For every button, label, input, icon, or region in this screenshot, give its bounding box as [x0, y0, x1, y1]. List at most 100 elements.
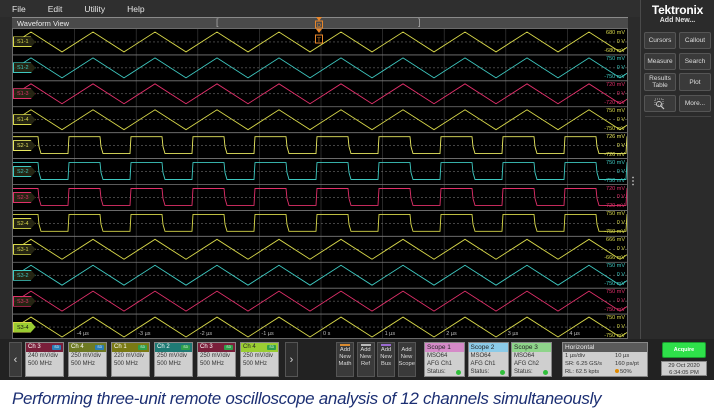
callout-button[interactable]: Callout: [679, 32, 711, 49]
bandwidth: 500 MHz: [200, 361, 225, 367]
channel-label-badge[interactable]: S2-1: [13, 140, 36, 152]
menu-bar: File Edit Utility Help: [0, 0, 640, 17]
vertical-scale-mid: 0 V: [616, 142, 625, 149]
date-time-display[interactable]: 29 Oct 2020 6:34:05 PM: [661, 361, 707, 376]
vertical-scale-bottom: -750 mV: [604, 73, 625, 80]
scope-tag: S3: [267, 345, 276, 350]
scope-badge[interactable]: Scope 2 MSO64 AFG Ch1 Status:: [467, 342, 509, 377]
channel-label-badge[interactable]: S1-4: [13, 114, 36, 126]
scope-tag: S3: [52, 345, 61, 350]
waveform-trace: [13, 31, 627, 53]
zoom-button[interactable]: [644, 95, 676, 112]
status-label: Status:: [470, 369, 490, 375]
scope-title: Scope 2: [468, 343, 508, 352]
channel-label-badge[interactable]: S3-1: [13, 243, 36, 255]
add-button-label: Add New Ref: [359, 347, 372, 367]
menu-edit[interactable]: Edit: [47, 3, 63, 14]
scope-badge[interactable]: Scope 1 MSO64 AFG Ch1 Status:: [424, 342, 465, 377]
waveform-trace: [13, 57, 627, 79]
status-label: Status:: [427, 369, 446, 375]
vertical-scale-top: 666 mV: [606, 237, 625, 244]
plot-button[interactable]: Plot: [679, 73, 711, 91]
menu-help[interactable]: Help: [127, 3, 145, 14]
measure-button[interactable]: Measure: [644, 53, 676, 70]
channel-badge[interactable]: Ch 3 S3 250 mV/div 500 MHz: [197, 342, 236, 377]
channel-name: Ch 3: [28, 344, 41, 350]
time-tick-label: -2 µs: [199, 331, 213, 337]
channel-label-badge[interactable]: S1-3: [13, 88, 36, 100]
channel-label-badge[interactable]: S3-3: [13, 295, 36, 307]
add-new-button[interactable]: Add New Ref: [356, 342, 375, 377]
add-new-button[interactable]: Add New Scope: [397, 342, 416, 377]
add-new-button[interactable]: Add New Math: [336, 342, 354, 377]
time: 6:34:05 PM: [669, 369, 699, 376]
status-ok-icon: [499, 369, 505, 375]
bandwidth: 500 MHz: [28, 361, 53, 367]
record-view-left-bracket[interactable]: [: [216, 17, 219, 27]
waveform-plot[interactable]: S1-1 680 mV 0 V -680 mV S1-2 750 mV 0 V -750 mV…: [12, 28, 628, 339]
tektronix-logo: Tektronix: [651, 3, 704, 17]
channel-badge[interactable]: Ch 2 S3 250 mV/div 500 MHz: [154, 342, 193, 377]
scope-status: Status:: [512, 368, 551, 376]
more-button[interactable]: More...: [679, 95, 711, 112]
channel-label-badge[interactable]: S2-4: [13, 217, 36, 229]
waveform-trace: [13, 238, 627, 260]
scope-status: Status:: [425, 368, 464, 376]
vertical-scale-mid: 0 V: [616, 246, 625, 253]
cursors-button[interactable]: Cursors: [644, 32, 676, 49]
channel-badge-header: Ch 1 S3: [112, 343, 149, 352]
scope-tag: S3: [224, 345, 233, 350]
oscilloscope-app: File Edit Utility Help Waveform View [ ]…: [0, 0, 714, 380]
add-new-heading: Add New...: [659, 17, 696, 24]
channel-label-badge[interactable]: S3-2: [13, 269, 36, 281]
add-button-label: Add New Scope: [398, 347, 415, 367]
waveform-trace: [13, 264, 627, 286]
channel-label-badge[interactable]: S3-4: [13, 321, 36, 333]
acquire-button[interactable]: Acquire: [662, 342, 706, 358]
time-tick-label: 3 µs: [507, 331, 519, 337]
menu-file[interactable]: File: [12, 3, 26, 14]
channel-name: Ch 4: [243, 344, 256, 350]
scroll-left-button[interactable]: ‹: [9, 342, 22, 377]
vertical-scale-top: 680 mV: [606, 30, 625, 36]
add-button-color-bar: [360, 344, 371, 346]
panel-resize-handle[interactable]: [631, 176, 635, 186]
vertical-scale-mid: 0 V: [616, 194, 625, 201]
channel-label-badge[interactable]: S1-2: [13, 62, 36, 74]
vertical-scale-top: 750 mV: [606, 211, 625, 218]
date: 29 Oct 2020: [668, 363, 700, 369]
vertical-scale-bottom: -750 mV: [604, 125, 625, 132]
vertical-scale-top: 750 mV: [606, 55, 625, 62]
record-duration: 10 µs: [615, 353, 630, 359]
vertical-scale-mid: 0 V: [616, 272, 625, 279]
bandwidth: 500 MHz: [114, 361, 139, 367]
channel-badge[interactable]: Ch 4 S3 250 mV/div 500 MHz: [240, 342, 279, 377]
search-button[interactable]: Search: [679, 53, 711, 70]
horizontal-title: Horizontal: [563, 343, 647, 352]
channel-badge[interactable]: Ch 3 S3 240 mV/div 500 MHz: [25, 342, 64, 377]
channel-label-badge[interactable]: S2-2: [13, 166, 36, 178]
channel-label-badge[interactable]: S1-1: [13, 36, 36, 48]
horizontal-row: SR: 6.25 GS/s 160 ps/pt: [563, 360, 647, 368]
vertical-scale: 250 mV/div: [200, 353, 231, 359]
add-new-button[interactable]: Add New Bus: [377, 342, 395, 377]
scope-source: AFG Ch1: [427, 361, 453, 367]
results-table-button[interactable]: Results Table: [644, 73, 676, 91]
scope-badge[interactable]: Scope 3 MSO64 AFG Ch2 Status:: [511, 342, 552, 377]
record-view-right-bracket[interactable]: ]: [418, 17, 421, 27]
channel-label-badge[interactable]: S2-3: [13, 191, 36, 203]
vertical-scale-top: 750 mV: [606, 159, 625, 166]
menu-utility[interactable]: Utility: [84, 3, 106, 14]
bandwidth: 500 MHz: [243, 361, 268, 367]
waveform-trace: [13, 213, 627, 232]
magnifier-icon: [654, 98, 665, 109]
settings-bar: ‹ Ch 3 S3 240 mV/div 500 MHz Ch 4 S3 250 mV/di…: [0, 339, 714, 380]
bandwidth: 500 MHz: [71, 361, 96, 367]
vertical-scale-bottom: -720 mV: [604, 99, 625, 106]
trigger-position-icon[interactable]: D T: [314, 17, 324, 47]
horizontal-badge[interactable]: Horizontal 1 µs/div 10 µs SR: 6.25 GS/s 16…: [562, 342, 648, 377]
channel-badge[interactable]: Ch 4 S3 250 mV/div 500 MHz: [68, 342, 107, 377]
channel-badge[interactable]: Ch 1 S3 220 mV/div 500 MHz: [111, 342, 150, 377]
vertical-scale-top: 750 mV: [606, 315, 625, 322]
scroll-right-button[interactable]: ›: [285, 342, 298, 377]
